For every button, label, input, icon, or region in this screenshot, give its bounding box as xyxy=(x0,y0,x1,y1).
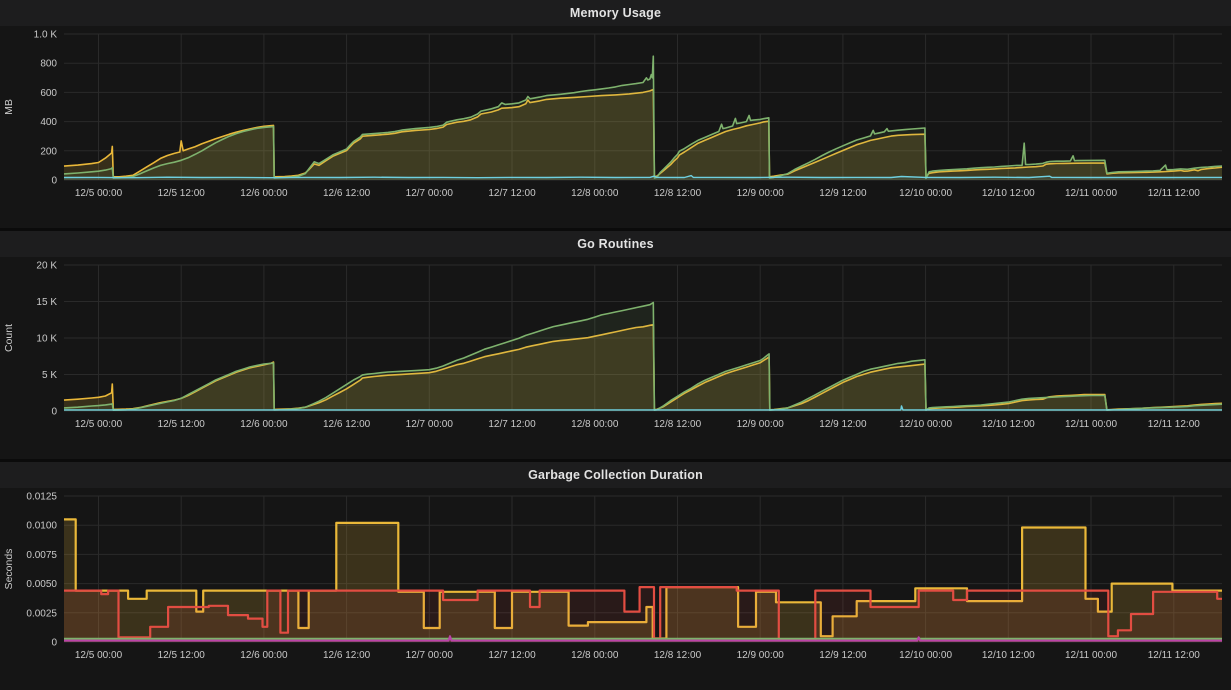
gc-duration-chart-svg[interactable]: 0 0.0025 0.0050 0.0075 0.0100 0.0125 12/5 00:0… xyxy=(0,488,1231,690)
svg-text:0.0125: 0.0125 xyxy=(26,492,57,503)
svg-text:12/5 00:00: 12/5 00:00 xyxy=(75,419,123,430)
svg-text:12/11 12:00: 12/11 12:00 xyxy=(1148,419,1201,430)
svg-text:20 K: 20 K xyxy=(36,261,57,272)
svg-text:0: 0 xyxy=(51,638,57,649)
svg-text:Count: Count xyxy=(3,324,15,352)
panel-title-memory-usage: Memory Usage xyxy=(569,6,662,20)
svg-text:12/7 00:00: 12/7 00:00 xyxy=(406,188,454,199)
svg-text:12/6 12:00: 12/6 12:00 xyxy=(323,188,371,199)
go-routines-graph[interactable]: 0 5 K 10 K 15 K 20 K 12/5 00:00 12/5 12:00 12/6… xyxy=(0,257,1231,459)
svg-text:12/8 00:00: 12/8 00:00 xyxy=(571,419,619,430)
panel-memory-usage: Memory Usage 0 200 400 600 800 1.0 K 12/5 00:0… xyxy=(0,0,1231,228)
svg-text:12/8 12:00: 12/8 12:00 xyxy=(654,188,702,199)
svg-text:MB: MB xyxy=(3,99,15,115)
svg-text:12/5 12:00: 12/5 12:00 xyxy=(158,188,206,199)
svg-text:12/6 00:00: 12/6 00:00 xyxy=(240,650,288,661)
svg-text:15 K: 15 K xyxy=(36,297,57,308)
svg-text:12/7 12:00: 12/7 12:00 xyxy=(488,650,536,661)
svg-text:12/11 00:00: 12/11 00:00 xyxy=(1065,188,1118,199)
svg-text:200: 200 xyxy=(40,146,57,157)
panel-go-routines: Go Routines 0 5 K 10 K 15 K 20 K 12/5 00:00 12… xyxy=(0,231,1231,459)
svg-text:12/11 12:00: 12/11 12:00 xyxy=(1148,188,1201,199)
svg-text:5 K: 5 K xyxy=(42,370,57,381)
svg-text:12/9 12:00: 12/9 12:00 xyxy=(819,650,867,661)
svg-text:12/10 12:00: 12/10 12:00 xyxy=(982,419,1035,430)
panel-header-go-routines[interactable]: Go Routines xyxy=(0,231,1231,257)
panel-header-gc-duration[interactable]: Garbage Collection Duration xyxy=(0,462,1231,488)
svg-text:12/5 12:00: 12/5 12:00 xyxy=(158,419,206,430)
go-routines-chart-svg[interactable]: 0 5 K 10 K 15 K 20 K 12/5 00:00 12/5 12:00 12/6… xyxy=(0,257,1231,459)
svg-text:12/6 12:00: 12/6 12:00 xyxy=(323,419,371,430)
svg-text:12/10 00:00: 12/10 00:00 xyxy=(899,188,952,199)
svg-text:12/10 12:00: 12/10 12:00 xyxy=(982,650,1035,661)
svg-text:12/6 12:00: 12/6 12:00 xyxy=(323,650,371,661)
svg-text:12/7 00:00: 12/7 00:00 xyxy=(406,419,454,430)
svg-text:1.0 K: 1.0 K xyxy=(34,30,58,41)
panel-title-go-routines: Go Routines xyxy=(577,237,654,251)
svg-text:0: 0 xyxy=(51,176,57,187)
svg-text:12/9 00:00: 12/9 00:00 xyxy=(737,650,785,661)
svg-text:12/8 12:00: 12/8 12:00 xyxy=(654,419,702,430)
svg-text:400: 400 xyxy=(40,117,57,128)
svg-text:10 K: 10 K xyxy=(36,334,57,345)
svg-text:12/5 12:00: 12/5 12:00 xyxy=(158,650,206,661)
svg-text:12/8 00:00: 12/8 00:00 xyxy=(571,650,619,661)
svg-text:12/10 12:00: 12/10 12:00 xyxy=(982,188,1035,199)
memory-usage-chart-svg[interactable]: 0 200 400 600 800 1.0 K 12/5 00:00 12/5 12:00 12… xyxy=(0,26,1231,228)
svg-text:12/11 00:00: 12/11 00:00 xyxy=(1065,650,1118,661)
svg-text:12/9 12:00: 12/9 12:00 xyxy=(819,188,867,199)
svg-text:12/6 00:00: 12/6 00:00 xyxy=(240,419,288,430)
svg-text:12/9 12:00: 12/9 12:00 xyxy=(819,419,867,430)
svg-text:12/7 00:00: 12/7 00:00 xyxy=(406,650,454,661)
svg-text:12/5 00:00: 12/5 00:00 xyxy=(75,188,123,199)
panel-garbage-collection-duration: Garbage Collection Duration 0 0.0025 0.005… xyxy=(0,462,1231,690)
panel-title-gc-duration: Garbage Collection Duration xyxy=(528,468,703,482)
svg-text:12/11 12:00: 12/11 12:00 xyxy=(1148,650,1201,661)
svg-text:12/8 12:00: 12/8 12:00 xyxy=(654,650,702,661)
svg-text:0: 0 xyxy=(51,407,57,418)
svg-text:12/8 00:00: 12/8 00:00 xyxy=(571,188,619,199)
svg-text:0.0100: 0.0100 xyxy=(26,521,57,532)
svg-text:600: 600 xyxy=(40,88,57,99)
svg-text:0.0075: 0.0075 xyxy=(26,550,57,561)
svg-text:12/10 00:00: 12/10 00:00 xyxy=(899,650,952,661)
svg-text:12/7 12:00: 12/7 12:00 xyxy=(488,188,536,199)
svg-text:12/10 00:00: 12/10 00:00 xyxy=(899,419,952,430)
svg-text:12/9 00:00: 12/9 00:00 xyxy=(737,419,785,430)
svg-text:12/5 00:00: 12/5 00:00 xyxy=(75,650,123,661)
svg-text:Seconds: Seconds xyxy=(3,549,15,590)
svg-text:12/7 12:00: 12/7 12:00 xyxy=(488,419,536,430)
panel-header-memory-usage[interactable]: Memory Usage xyxy=(0,0,1231,26)
svg-text:12/9 00:00: 12/9 00:00 xyxy=(737,188,785,199)
gc-duration-graph[interactable]: 0 0.0025 0.0050 0.0075 0.0100 0.0125 12/5 00:0… xyxy=(0,488,1231,690)
memory-usage-graph[interactable]: 0 200 400 600 800 1.0 K 12/5 00:00 12/5 12:00 12… xyxy=(0,26,1231,228)
svg-text:12/6 00:00: 12/6 00:00 xyxy=(240,188,288,199)
svg-text:0.0025: 0.0025 xyxy=(26,608,57,619)
svg-text:0.0050: 0.0050 xyxy=(26,579,57,590)
svg-text:12/11 00:00: 12/11 00:00 xyxy=(1065,419,1118,430)
svg-text:800: 800 xyxy=(40,59,57,70)
